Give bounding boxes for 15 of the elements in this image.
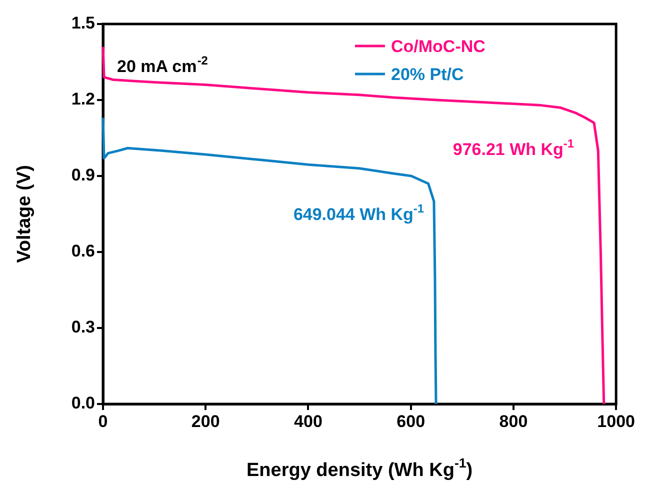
x-tick-label: 800 [499, 412, 528, 431]
x-tick-label: 0 [98, 412, 108, 431]
legend-label: 20% Pt/C [391, 65, 464, 84]
x-tick-label: 1000 [597, 412, 636, 431]
y-tick-label: 0.0 [71, 394, 95, 413]
y-tick-label: 0.6 [71, 242, 95, 261]
y-tick-label: 0.3 [71, 318, 95, 337]
y-axis-title: Voltage (V) [14, 165, 35, 263]
y-tick-label: 1.5 [71, 14, 95, 33]
x-tick-label: 600 [396, 412, 426, 431]
y-tick-label: 1.2 [71, 90, 95, 109]
x-tick-label: 200 [191, 412, 220, 431]
legend-label: Co/MoC-NC [391, 37, 486, 56]
x-tick-label: 400 [294, 412, 322, 431]
y-tick-label: 0.9 [71, 166, 95, 185]
